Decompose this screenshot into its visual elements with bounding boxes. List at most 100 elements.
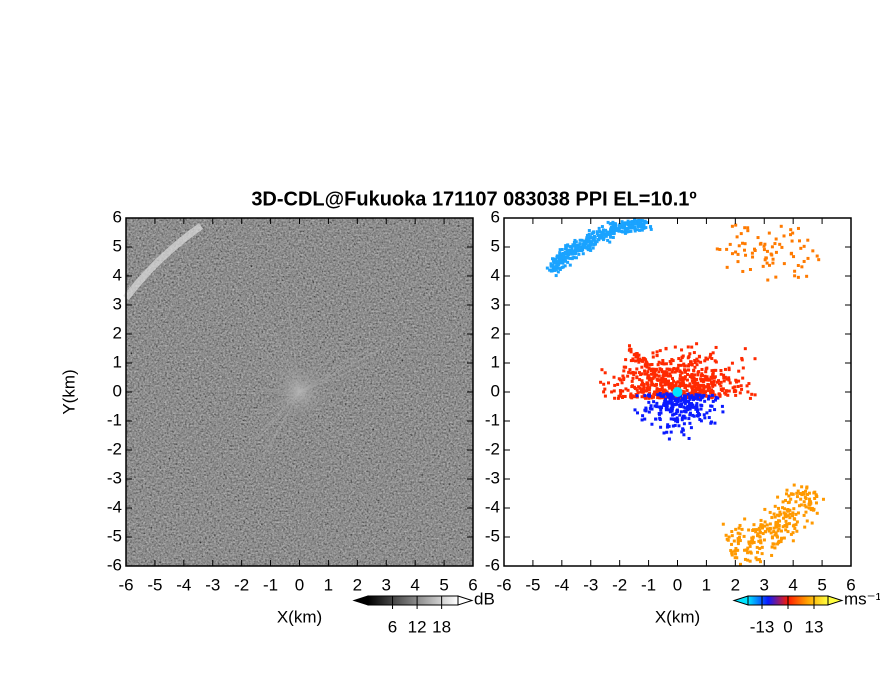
colorbar-tick-label: 12 xyxy=(408,617,427,636)
echo-pixel xyxy=(763,538,766,541)
echo-pixel xyxy=(746,384,749,387)
echo-pixel xyxy=(787,510,790,513)
echo-pixel xyxy=(621,390,624,393)
x-tick-label: 4 xyxy=(410,575,419,594)
echo-pixel xyxy=(776,496,779,499)
echo-pixel xyxy=(773,512,776,515)
echo-pixel xyxy=(575,240,578,243)
echo-pixel xyxy=(620,230,623,233)
echo-pixel xyxy=(668,437,671,440)
echo-pixel xyxy=(652,400,655,403)
echo-pixel xyxy=(717,379,720,382)
echo-pixel xyxy=(673,397,676,400)
echo-pixel xyxy=(784,512,787,515)
echo-pixel xyxy=(737,385,740,388)
echo-pixel xyxy=(645,361,648,364)
echo-pixel xyxy=(616,383,619,386)
echo-pixel xyxy=(635,376,638,379)
echo-pixel xyxy=(722,376,725,379)
echo-pixel xyxy=(632,371,635,374)
echo-pixel xyxy=(592,231,595,234)
echo-pixel xyxy=(766,524,769,527)
echo-pixel xyxy=(779,513,782,516)
echo-pixel xyxy=(599,381,602,384)
echo-pixel xyxy=(710,405,713,408)
echo-pixel xyxy=(766,262,769,265)
echo-pixel xyxy=(665,347,668,350)
echo-pixel xyxy=(666,368,669,371)
echo-pixel xyxy=(638,378,641,381)
echo-pixel xyxy=(817,258,820,261)
echo-pixel xyxy=(648,411,651,414)
echo-pixel xyxy=(612,376,615,379)
echo-pixel xyxy=(811,522,814,525)
echo-pixel xyxy=(698,355,701,358)
echo-pixel xyxy=(716,397,719,400)
echo-pixel xyxy=(679,359,682,362)
echo-pixel xyxy=(788,513,791,516)
echo-pixel xyxy=(724,368,727,371)
echo-pixel xyxy=(643,369,646,372)
echo-pixel xyxy=(697,360,700,363)
echo-pixel xyxy=(613,397,616,400)
echo-pixel xyxy=(555,274,558,277)
echo-pixel xyxy=(746,548,749,551)
echo-pixel xyxy=(651,368,654,371)
echo-pixel xyxy=(558,267,561,270)
echo-pixel xyxy=(665,431,668,434)
echo-pixel xyxy=(690,360,693,363)
echo-pixel xyxy=(608,241,611,244)
echo-pixel xyxy=(803,245,806,248)
echo-pixel xyxy=(721,410,724,413)
echo-pixel xyxy=(655,374,658,377)
echo-pixel xyxy=(778,243,781,246)
echo-pixel xyxy=(771,546,774,549)
echo-pixel xyxy=(741,528,744,531)
echo-pixel xyxy=(789,233,792,236)
echo-pixel xyxy=(796,520,799,523)
echo-pixel xyxy=(648,395,651,398)
echo-pixel xyxy=(703,359,706,362)
echo-pixel xyxy=(639,387,642,390)
x-tick-label: 0 xyxy=(295,575,304,594)
echo-pixel xyxy=(683,394,686,397)
echo-pixel xyxy=(648,386,651,389)
echo-pixel xyxy=(667,396,670,399)
echo-pixel xyxy=(689,375,692,378)
echo-pixel xyxy=(571,244,574,247)
echo-pixel xyxy=(731,534,734,537)
echo-pixel xyxy=(797,264,800,267)
echo-pixel xyxy=(700,374,703,377)
echo-pixel xyxy=(813,497,816,500)
echo-pixel xyxy=(691,388,694,391)
echo-pixel xyxy=(759,560,762,563)
echo-pixel xyxy=(621,375,624,378)
echo-pixel xyxy=(634,222,637,225)
echo-pixel xyxy=(739,539,742,542)
echo-pixel xyxy=(713,422,716,425)
echo-pixel xyxy=(647,401,650,404)
echo-pixel xyxy=(603,388,606,391)
echo-pixel xyxy=(687,384,690,387)
echo-pixel xyxy=(572,256,575,259)
echo-pixel xyxy=(665,392,668,395)
echo-pixel xyxy=(709,354,712,357)
echo-pixel xyxy=(661,361,664,364)
echo-pixel xyxy=(709,409,712,412)
echo-pixel xyxy=(624,358,627,361)
echo-pixel xyxy=(771,262,774,265)
echo-pixel xyxy=(721,405,724,408)
echo-pixel xyxy=(607,381,610,384)
echo-pixel xyxy=(613,384,616,387)
echo-pixel xyxy=(799,498,802,501)
x-axis-label: X(km) xyxy=(655,607,700,626)
y-tick-label: 6 xyxy=(113,207,122,226)
echo-pixel xyxy=(780,537,783,540)
echo-pixel xyxy=(738,527,741,530)
echo-glow xyxy=(270,362,330,422)
echo-pixel xyxy=(775,526,778,529)
echo-pixel xyxy=(641,224,644,227)
echo-pixel xyxy=(696,398,699,401)
echo-pixel xyxy=(669,401,672,404)
echo-pixel xyxy=(631,380,634,383)
